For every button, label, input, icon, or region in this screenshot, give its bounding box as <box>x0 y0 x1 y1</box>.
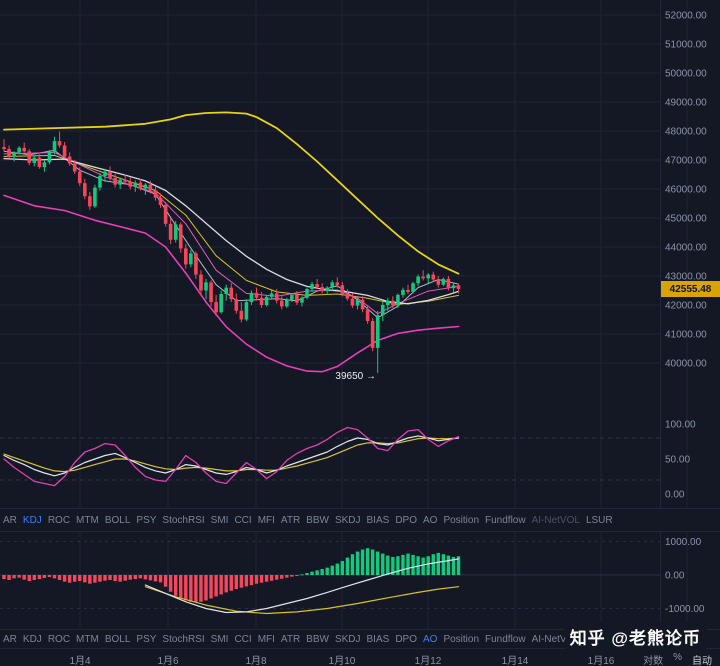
tab-position[interactable]: Position <box>443 514 480 526</box>
tab-ar[interactable]: AR <box>3 634 17 645</box>
axis-label: 51000.00 <box>665 40 707 51</box>
tab-roc[interactable]: ROC <box>47 634 71 645</box>
tab-ai-netvol[interactable]: AI-NetVOL <box>531 514 580 526</box>
time-label: 1月14 <box>501 656 529 666</box>
axis-label: 43000.00 <box>665 272 707 283</box>
tab-smi[interactable]: SMI <box>210 634 229 645</box>
time-label: 1月10 <box>328 656 356 666</box>
tab-kdj[interactable]: KDJ <box>22 514 42 526</box>
low-price-annotation: 39650 → <box>335 371 376 382</box>
axis-label: 41000.00 <box>665 330 707 341</box>
tab-bbw[interactable]: BBW <box>306 514 329 526</box>
tab-atr[interactable]: ATR <box>280 634 301 645</box>
tab-mtm[interactable]: MTM <box>76 634 99 645</box>
time-label: 1月12 <box>414 656 442 666</box>
axis-label: 46000.00 <box>665 185 707 196</box>
axis-label: 100.00 <box>665 420 696 431</box>
axis-label: 40000.00 <box>665 359 707 370</box>
axis-label: 0.00 <box>665 490 685 501</box>
tab-mtm[interactable]: MTM <box>76 514 99 526</box>
time-label: 1月8 <box>245 656 267 666</box>
axis-label: 44000.00 <box>665 243 707 254</box>
tab-ao[interactable]: AO <box>422 634 438 645</box>
tab-psy[interactable]: PSY <box>136 514 157 526</box>
tab-position[interactable]: Position <box>443 634 480 645</box>
scale-control-对数[interactable]: 对数 <box>643 656 664 666</box>
tab-ar[interactable]: AR <box>3 514 17 526</box>
tab-dpo[interactable]: DPO <box>395 514 417 526</box>
tab-mfi[interactable]: MFI <box>257 514 275 526</box>
candlestick-series <box>2 131 461 374</box>
tab-ao[interactable]: AO <box>422 514 438 526</box>
axis-label: 50.00 <box>665 455 690 466</box>
tab-skdj[interactable]: SKDJ <box>334 514 361 526</box>
axis-label: 0.00 <box>665 571 685 582</box>
tab-stochrsi[interactable]: StochRSI <box>162 634 205 645</box>
axis-label: 49000.00 <box>665 98 707 109</box>
tab-fundflow[interactable]: Fundflow <box>485 514 526 526</box>
watermark-handle: @老熊论币 <box>611 629 701 648</box>
tab-cci[interactable]: CCI <box>234 634 252 645</box>
scale-control-自动[interactable]: 自动 <box>692 656 712 666</box>
axis-label: 47000.00 <box>665 156 707 167</box>
tab-boll[interactable]: BOLL <box>104 634 131 645</box>
axis-label: 1000.00 <box>665 537 702 548</box>
axis-labels: 52000.00 51000.00 50000.00 49000.00 48000.00… <box>665 11 707 616</box>
tab-ai-netvol[interactable]: AI-NetVOL <box>531 634 580 645</box>
tab-bias[interactable]: BIAS <box>366 634 390 645</box>
tab-psy[interactable]: PSY <box>136 634 157 645</box>
tab-mfi[interactable]: MFI <box>257 634 275 645</box>
axis-label: 48000.00 <box>665 127 707 138</box>
tab-atr[interactable]: ATR <box>280 514 301 526</box>
watermark: 知乎 @老熊论币 <box>564 622 706 651</box>
tab-dpo[interactable]: DPO <box>395 634 417 645</box>
indicator-tabbar-middle: AR KDJ ROC MTM BOLL PSY StochRSI SMI CCI MFI ATR BB… <box>0 508 720 532</box>
tab-bbw[interactable]: BBW <box>306 634 329 645</box>
tab-stochrsi[interactable]: StochRSI <box>162 514 205 526</box>
time-label: 1月16 <box>587 656 615 666</box>
time-axis[interactable]: 1月4 1月6 1月8 1月10 1月12 1月14 1月16 对数% 自动 <box>0 648 720 666</box>
time-label: 1月4 <box>69 656 91 666</box>
tab-fundflow[interactable]: Fundflow <box>485 634 526 645</box>
axis-label: -1000.00 <box>665 604 705 615</box>
axis-label: 52000.00 <box>665 11 707 22</box>
tab-boll[interactable]: BOLL <box>104 514 131 526</box>
axis-label: 50000.00 <box>665 69 707 80</box>
boll-bands <box>3 111 460 373</box>
watermark-brand: 知乎 <box>569 629 606 648</box>
tab-bias[interactable]: BIAS <box>366 514 390 526</box>
tab-kdj[interactable]: KDJ <box>22 634 42 645</box>
tab-cci[interactable]: CCI <box>234 514 252 526</box>
last-price-badge: 42555.48 <box>661 281 720 297</box>
ao-histogram <box>2 548 461 615</box>
axis-label: 42000.00 <box>665 301 707 312</box>
tab-smi[interactable]: SMI <box>210 514 229 526</box>
tab-skdj[interactable]: SKDJ <box>334 634 361 645</box>
kdj-lines <box>3 426 460 487</box>
tab-roc[interactable]: ROC <box>47 514 71 526</box>
tab-lsur[interactable]: LSUR <box>585 514 613 526</box>
scale-control-%[interactable]: % <box>673 652 682 663</box>
scale-controls: 对数% 自动 <box>643 652 712 666</box>
time-label: 1月6 <box>157 656 179 666</box>
axis-label: 45000.00 <box>665 214 707 225</box>
